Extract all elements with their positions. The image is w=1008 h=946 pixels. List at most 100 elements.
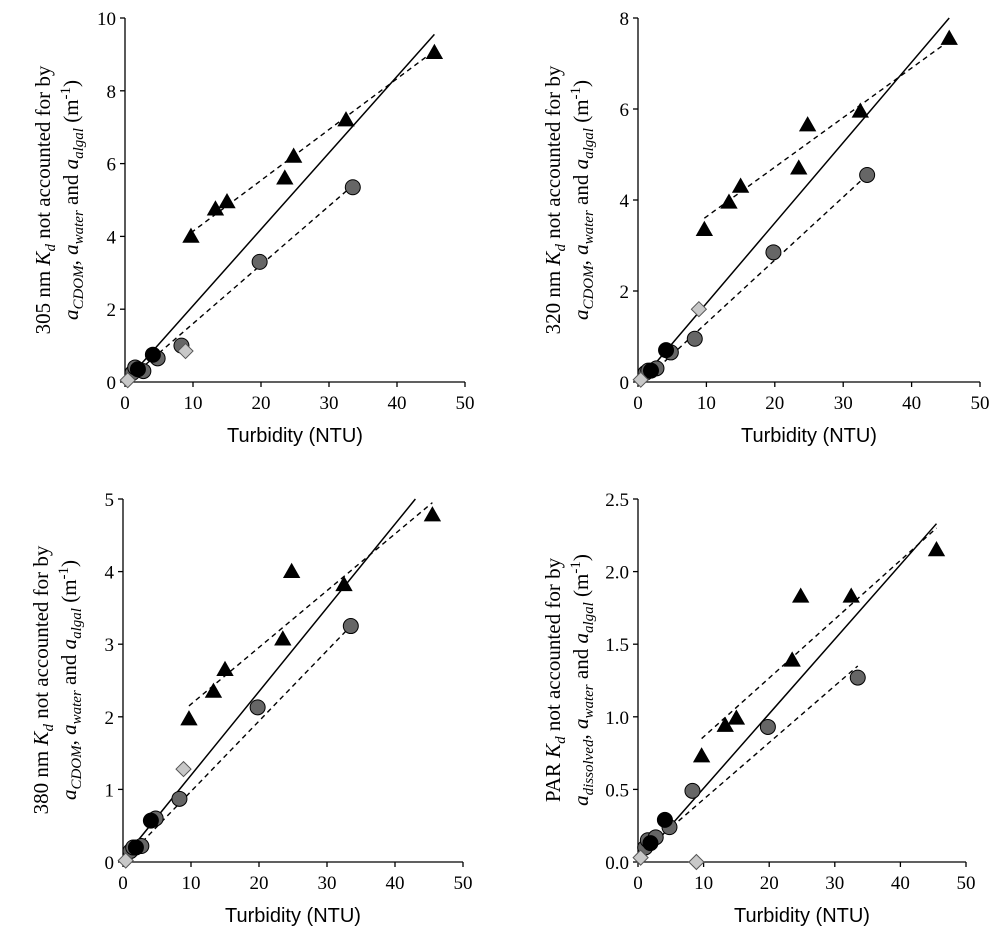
fit-line-dashed — [644, 665, 859, 851]
y-tick-label: 3 — [105, 635, 115, 656]
y-tick-label: 1.0 — [605, 708, 629, 729]
triangle-point — [791, 587, 810, 603]
y-axis-label-line-2: aCDOM, awater and aalgal (m-1) — [56, 560, 85, 800]
triangle-point — [731, 177, 750, 193]
y-axis-label-line-1: PAR Kd not accounted for by — [541, 557, 569, 802]
x-tick-label: 50 — [456, 393, 475, 414]
circle-point — [765, 244, 782, 261]
x-tick-label: 40 — [386, 873, 405, 894]
x-tick-label: 20 — [252, 393, 271, 414]
y-tick-label: 1 — [105, 780, 115, 801]
fit-line-dashed — [703, 40, 950, 219]
diamond-point — [690, 300, 708, 318]
y-tick-label: 6 — [107, 155, 117, 176]
diamond-point — [632, 371, 649, 388]
x-tick-label: 0 — [633, 393, 643, 414]
x-axis-label: Turbidity (NTU) — [734, 905, 870, 927]
triangle-point — [692, 747, 711, 763]
y-tick-label: 2 — [620, 282, 630, 303]
diamond-point — [177, 342, 194, 360]
triangle-point — [180, 710, 198, 726]
circle-point — [144, 346, 161, 363]
x-tick-label: 30 — [825, 873, 844, 894]
circle-point — [656, 811, 673, 828]
circle-point — [686, 330, 703, 347]
triangle-point — [927, 541, 946, 557]
y-tick-label: 8 — [620, 9, 630, 30]
y-axis-label-line-2: aCDOM, awater and aalgal (m-1) — [58, 80, 87, 320]
x-tick-label: 10 — [182, 873, 201, 894]
y-tick-label: 4 — [620, 191, 630, 212]
circle-point — [342, 618, 359, 635]
x-tick-label: 10 — [184, 393, 203, 414]
y-axis-label-line-2: adissolved, awater and aalgal (m-1) — [568, 554, 597, 806]
diamond-point — [688, 853, 705, 871]
x-tick-label: 0 — [633, 873, 643, 894]
fit-line-dashed — [644, 174, 868, 381]
x-tick-label: 0 — [120, 393, 130, 414]
y-tick-label: 10 — [97, 9, 116, 30]
x-tick-label: 40 — [388, 393, 407, 414]
x-tick-label: 30 — [834, 393, 853, 414]
fit-line-solid — [127, 33, 435, 379]
triangle-point — [425, 43, 444, 59]
triangle-point — [335, 575, 353, 592]
x-axis-label: Turbidity (NTU) — [741, 425, 877, 447]
y-tick-label: 0.5 — [605, 780, 629, 801]
x-tick-label: 20 — [765, 393, 784, 414]
y-tick-label: 4 — [105, 563, 115, 584]
circle-point — [642, 362, 659, 379]
x-tick-label: 50 — [957, 873, 976, 894]
y-axis-label-line-2: aCDOM, awater and aalgal (m-1) — [568, 80, 597, 320]
y-axis-label-line-1: 380 nm Kd not accounted for by — [29, 545, 57, 814]
y-tick-label: 2.5 — [605, 490, 629, 511]
triangle-point — [274, 630, 292, 646]
y-tick-label: 0 — [620, 373, 630, 394]
x-tick-label: 50 — [971, 393, 990, 414]
fit-line-dashed — [188, 502, 433, 707]
x-tick-label: 0 — [118, 873, 128, 894]
triangle-point — [204, 682, 223, 698]
y-tick-label: 8 — [107, 82, 117, 103]
diamond-point — [175, 760, 192, 778]
triangle-point — [851, 102, 869, 118]
diamond-point — [117, 852, 134, 869]
circle-point — [171, 790, 188, 807]
circle-point — [142, 812, 159, 829]
y-tick-label: 2 — [105, 708, 115, 729]
x-axis-label: Turbidity (NTU) — [225, 905, 361, 927]
fit-line-dashed — [701, 527, 937, 740]
x-tick-label: 10 — [694, 873, 713, 894]
diamond-point — [119, 371, 136, 389]
circle-point — [251, 253, 268, 270]
triangle-point — [783, 651, 801, 667]
triangle-point — [218, 193, 236, 209]
chart-panel-3: 0 10 20 30 40 50 0 1 2 3 4 5 Turbidity (NTU) 380 nm K… — [29, 490, 473, 927]
triangle-point — [798, 116, 817, 132]
fit-line-dashed — [190, 50, 435, 234]
x-tick-label: 30 — [318, 873, 337, 894]
fit-line-solid — [640, 523, 938, 860]
circle-point — [849, 669, 866, 686]
y-tick-label: 0 — [107, 373, 117, 394]
x-axis-label: Turbidity (NTU) — [227, 425, 363, 447]
circle-point — [249, 699, 266, 716]
circle-point — [859, 166, 876, 183]
circle-point — [129, 361, 146, 378]
triangle-point — [423, 506, 442, 522]
diamond-point — [632, 849, 649, 866]
x-tick-label: 10 — [697, 393, 716, 414]
triangle-point — [842, 587, 860, 603]
chart-panel-4: 0 10 20 30 40 50 0.0 0.5 1.0 1.5 2.0 2.5 Turbidity (… — [541, 490, 976, 927]
y-tick-label: 0 — [105, 853, 115, 874]
y-tick-label: 5 — [105, 490, 115, 511]
circle-point — [684, 782, 701, 799]
circle-point — [759, 718, 776, 735]
x-tick-label: 30 — [320, 393, 339, 414]
circle-point — [344, 179, 361, 196]
fit-line-dashed — [129, 625, 352, 856]
x-tick-label: 40 — [902, 393, 921, 414]
fit-line-dashed — [131, 184, 354, 378]
triangle-point — [727, 709, 746, 725]
